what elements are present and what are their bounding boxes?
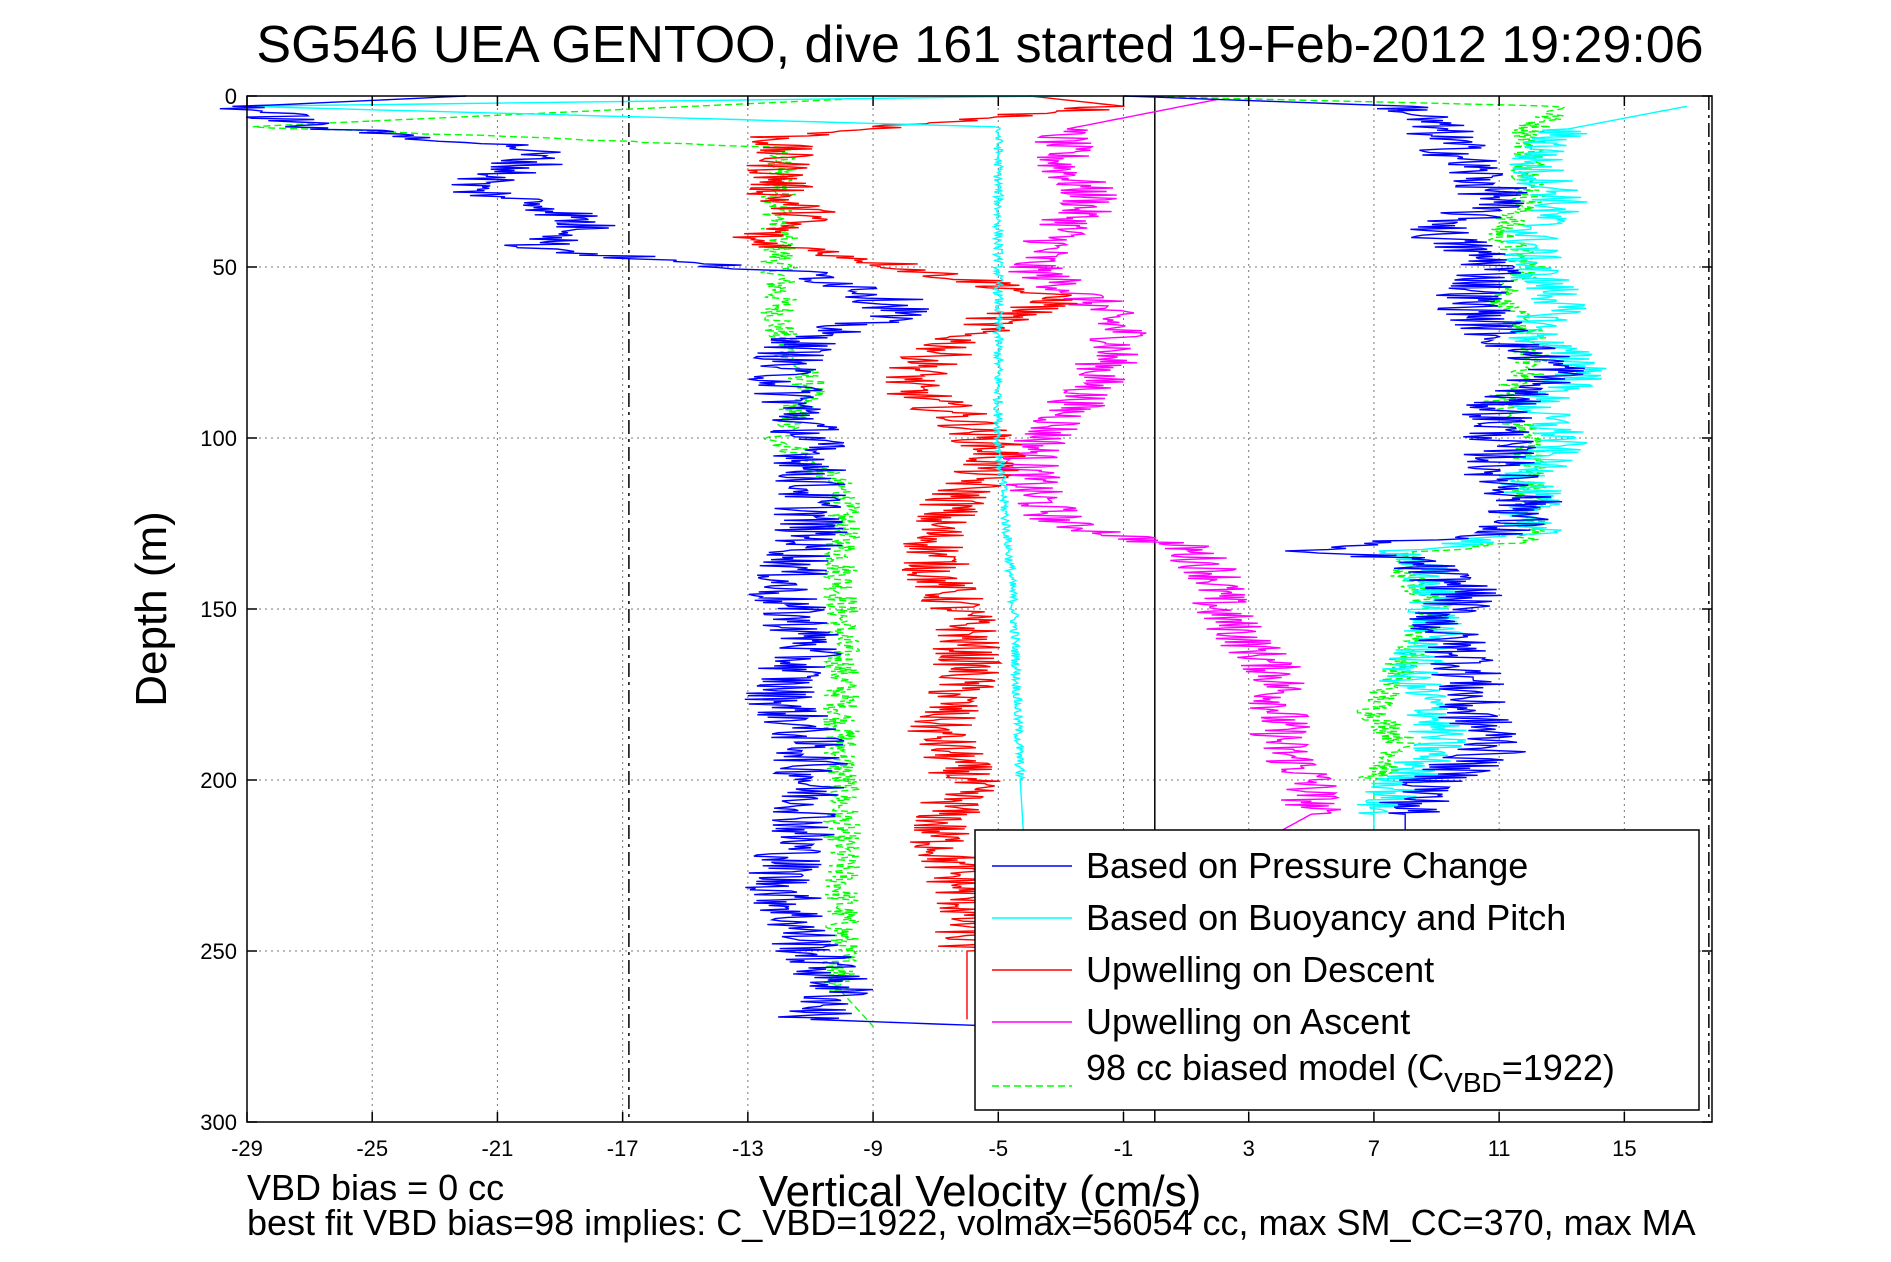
x-tick-label: -9: [863, 1136, 883, 1161]
y-tick-label: 50: [213, 255, 237, 280]
x-tick-label: 11: [1488, 1136, 1511, 1161]
series-line-descent: [250, 95, 1061, 832]
x-axis-label: Vertical Velocity (cm/s): [759, 1167, 1202, 1216]
series-layer: [219, 95, 1688, 1027]
series-line-descent: [219, 95, 999, 1027]
x-tick-label: -29: [231, 1136, 263, 1161]
y-tick-label: 150: [200, 597, 237, 622]
legend-label: Based on Buoyancy and Pitch: [1086, 897, 1566, 938]
axis-ticks: -29 -25 -21 -17 -13 -9 -5 -1 3 7 11 150501001502002…: [200, 84, 1712, 1161]
x-tick-label: -1: [1114, 1136, 1134, 1161]
legend-label: Upwelling on Ascent: [1086, 1001, 1410, 1042]
x-tick-label: -21: [482, 1136, 514, 1161]
legend-label: Upwelling on Descent: [1086, 949, 1434, 990]
y-axis-label: Depth (m): [127, 511, 176, 707]
series-line-ascent: [1123, 95, 1585, 832]
x-tick-label: 7: [1368, 1136, 1380, 1161]
chart-title: SG546 UEA GENTOO, dive 161 started 19-Fe…: [256, 16, 1703, 74]
x-tick-label: -25: [356, 1136, 388, 1161]
legend-label: Based on Pressure Change: [1086, 845, 1528, 886]
series-line-descent: [252, 98, 874, 1027]
series-0: [219, 95, 1585, 1027]
y-tick-label: 200: [200, 768, 237, 793]
x-tick-label: -13: [732, 1136, 764, 1161]
legend: Based on Pressure Change Based on Buoyanc…: [974, 829, 1700, 1111]
legend-box: [974, 829, 1700, 1111]
series-line-ascent: [1123, 95, 1566, 832]
y-tick-label: 300: [200, 1110, 237, 1135]
x-tick-label: 3: [1243, 1136, 1255, 1161]
legend-label: 98 cc biased model (CVBD=1922): [1086, 1047, 1615, 1098]
y-tick-label: 0: [225, 84, 237, 109]
series-3: [999, 98, 1342, 832]
series-line-ascent: [1356, 105, 1688, 832]
y-tick-label: 250: [200, 939, 237, 964]
best-fit-note: best fit VBD bias=98 implies: C_VBD=1922…: [247, 1202, 1696, 1243]
x-tick-label: -17: [607, 1136, 639, 1161]
y-tick-label: 100: [200, 426, 237, 451]
x-tick-label: -5: [989, 1136, 1009, 1161]
series-1: [250, 95, 1688, 832]
vbd-bias-note: VBD bias = 0 cc: [247, 1167, 505, 1208]
x-tick-label: 15: [1612, 1136, 1636, 1161]
series-line-ascent: [999, 98, 1342, 832]
